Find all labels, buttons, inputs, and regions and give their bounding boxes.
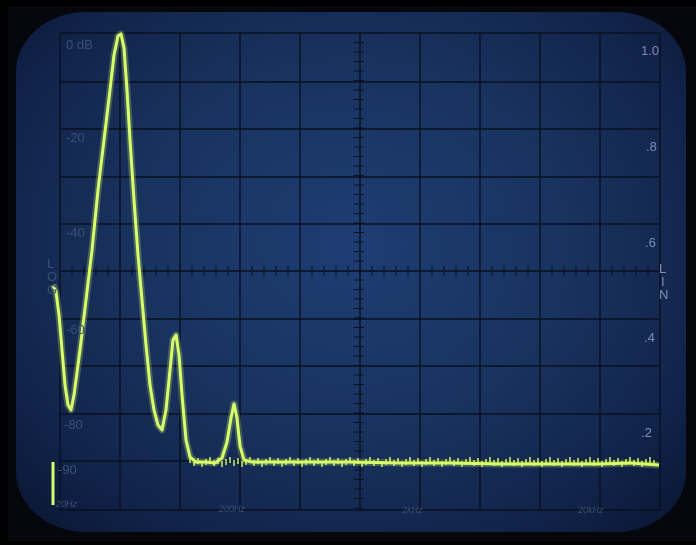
freq-label-200hz: 200Hz [219,504,246,514]
trace-glow-path [49,30,660,469]
trace-path [51,32,660,467]
spectrum-trace-glow [49,30,660,469]
db-label-minus-20: -20 [66,130,85,145]
lin-label-1-0: 1.0 [641,43,660,58]
freq-label-20khz: 20kHz [578,505,604,515]
lin-axis-letter-i: I [661,274,665,289]
lin-axis-letter-n: N [659,287,669,302]
freq-label-20hz: 20Hz [56,499,78,509]
lin-label-0-2: .2 [641,425,652,440]
lin-label-0-8: .8 [646,139,657,154]
lin-label-0-4: .4 [644,330,655,345]
db-label-minus-90: -90 [58,462,77,477]
freq-label-2khz: 2kHz [402,505,423,515]
spectrum-trace [51,32,660,505]
lin-axis-letter-l: L [659,261,667,276]
log-axis-letter-o: O [47,269,58,284]
lin-label-0-6: .6 [645,235,656,250]
db-label-minus-60: -60 [66,322,85,337]
db-label-minus-80: -80 [64,417,83,432]
db-label-minus-40: -40 [66,225,85,240]
graticule [59,32,661,511]
log-axis-letter-g: G [47,282,58,297]
db-label-0: 0 dB [66,37,93,52]
log-axis-letter-l: L [47,256,55,271]
